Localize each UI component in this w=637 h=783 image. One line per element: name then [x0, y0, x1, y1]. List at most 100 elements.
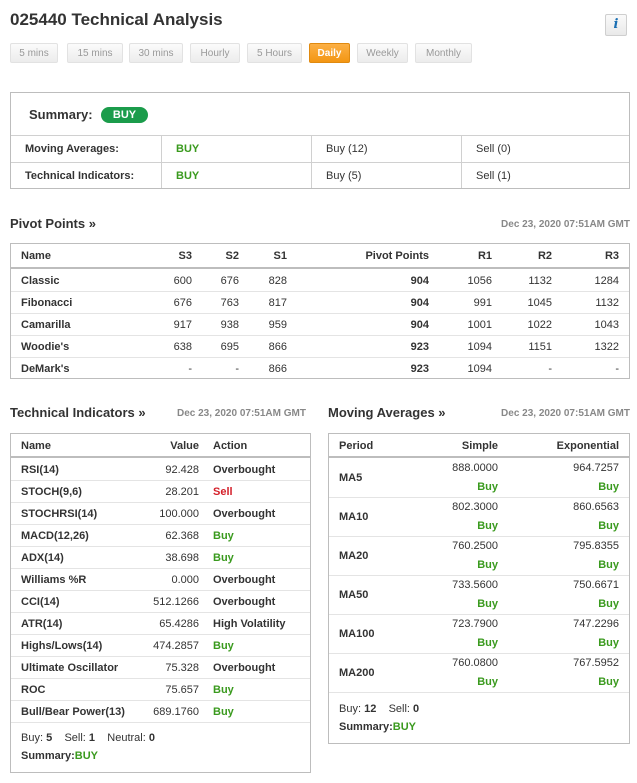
table-row: Classic 600 676 828 904 1056 1132 1284 — [11, 270, 629, 292]
indicator-action: Buy — [213, 706, 234, 718]
cell-s3: 676 — [173, 297, 192, 309]
indicator-name: STOCHRSI(14) — [21, 508, 98, 520]
cell-r2: - — [548, 363, 552, 375]
tab-15-mins[interactable]: 15 mins — [67, 43, 123, 63]
cell-s3: 600 — [173, 275, 192, 287]
buy-count-label: Buy: — [21, 732, 44, 744]
cell-r3: 1322 — [594, 341, 619, 353]
simple-value: 760.2500 — [452, 540, 498, 552]
moving-averages-link[interactable]: Moving Averages » — [328, 405, 446, 420]
summary-label: Summary: — [21, 750, 75, 762]
cell-r1: 1094 — [467, 341, 492, 353]
indicator-value: 512.1266 — [153, 596, 199, 608]
row-name: Fibonacci — [21, 297, 73, 309]
cell-r3: - — [615, 363, 619, 375]
indicator-value: 65.4286 — [159, 618, 199, 630]
cell-r1: 1094 — [467, 363, 492, 375]
summary-label: Summary: — [29, 107, 93, 122]
cell-s2: - — [235, 363, 239, 375]
simple-value: 733.5600 — [452, 579, 498, 591]
column-header: Action — [213, 440, 248, 452]
info-icon[interactable]: i — [605, 14, 627, 36]
cell-r3: 1043 — [594, 319, 619, 331]
row-name: Classic — [21, 275, 60, 287]
cell-s2: 763 — [220, 297, 239, 309]
cell-s3: - — [188, 363, 192, 375]
exponential-action: Buy — [598, 559, 619, 571]
buy-count: 12 — [364, 703, 377, 715]
cell-s1: 866 — [268, 363, 287, 375]
cell-r3: 1132 — [595, 297, 619, 309]
column-header: Exponential — [556, 440, 619, 452]
indicator-value: 689.1760 — [153, 706, 199, 718]
column-header: R1 — [477, 250, 492, 262]
buy-count-label: Buy: — [339, 703, 362, 715]
indicator-action: Sell — [213, 486, 233, 498]
cell-r1: 991 — [473, 297, 492, 309]
cell-s3: 917 — [173, 319, 192, 331]
simple-value: 888.0000 — [452, 462, 498, 474]
row-name: DeMark's — [21, 363, 70, 375]
indicator-name: Ultimate Oscillator — [21, 662, 119, 674]
cell-s1: 817 — [268, 297, 287, 309]
indicator-action: Overbought — [213, 596, 276, 608]
summary-row-technical-indicators: Technical Indicators: BUY Buy (5) Sell (… — [11, 163, 629, 189]
moving-averages-summary: Summary:BUY — [339, 721, 416, 733]
summary-label: Summary: — [339, 721, 393, 733]
moving-averages-table: Period Simple Exponential MA5 888.0000 B… — [328, 433, 630, 744]
period: MA200 — [339, 667, 375, 679]
table-header: Period Simple Exponential — [329, 434, 629, 458]
indicator-action: Buy — [213, 640, 234, 652]
pivot-points-table: Name S3 S2 S1 Pivot Points R1 R2 R3 Clas… — [10, 243, 630, 379]
moving-averages-counts: Buy: 12 Sell: 0 — [339, 703, 419, 715]
indicator-value: 62.368 — [165, 530, 199, 542]
tab-5-mins[interactable]: 5 mins — [10, 43, 58, 63]
exponential-action: Buy — [598, 676, 619, 688]
divider — [11, 162, 629, 163]
table-row: Ultimate Oscillator 75.328 Overbought — [11, 657, 310, 679]
table-row: Bull/Bear Power(13) 689.1760 Buy — [11, 701, 310, 723]
table-row: MACD(12,26) 62.368 Buy — [11, 525, 310, 547]
summary-row-buy: Buy (12) — [326, 143, 368, 155]
simple-action: Buy — [477, 676, 498, 688]
cell-r2: 1045 — [527, 297, 552, 309]
indicator-value: 474.2857 — [153, 640, 199, 652]
tab-daily[interactable]: Daily — [309, 43, 350, 63]
simple-action: Buy — [477, 559, 498, 571]
indicator-action: Overbought — [213, 508, 276, 520]
cell-r2: 1151 — [528, 341, 552, 353]
tab-5-hours[interactable]: 5 Hours — [247, 43, 302, 63]
buy-count: 5 — [46, 732, 53, 744]
pivot-points-link[interactable]: Pivot Points » — [10, 216, 96, 231]
simple-value: 760.0800 — [452, 657, 498, 669]
summary-badge: BUY — [101, 107, 148, 123]
tab-monthly[interactable]: Monthly — [415, 43, 472, 63]
period: MA100 — [339, 628, 375, 640]
indicator-name: ADX(14) — [21, 552, 64, 564]
exponential-value: 747.2296 — [573, 618, 619, 630]
table-row: Woodie's 638 695 866 923 1094 1151 1322 — [11, 336, 629, 358]
summary-row-buy: Buy (5) — [326, 170, 362, 182]
indicator-value: 92.428 — [165, 464, 199, 476]
pivot-points-date: Dec 23, 2020 07:51AM GMT — [501, 219, 630, 230]
cell-s2: 676 — [220, 275, 239, 287]
tab-30-mins[interactable]: 30 mins — [129, 43, 183, 63]
indicator-value: 0.000 — [171, 574, 199, 586]
table-row: MA20 760.2500 Buy 795.8355 Buy — [329, 537, 629, 576]
indicator-action: Overbought — [213, 574, 276, 586]
technical-indicators-link[interactable]: Technical Indicators » — [10, 405, 146, 420]
row-name: Woodie's — [21, 341, 70, 353]
table-row: ATR(14) 65.4286 High Volatility — [11, 613, 310, 635]
tab-hourly[interactable]: Hourly — [190, 43, 240, 63]
table-row: MA200 760.0800 Buy 767.5952 Buy — [329, 654, 629, 693]
technical-indicators-table: Name Value Action RSI(14) 92.428 Overbou… — [10, 433, 311, 773]
sell-count-label: Sell: — [64, 732, 86, 744]
exponential-action: Buy — [598, 637, 619, 649]
cell-r2: 1132 — [528, 275, 552, 287]
indicator-action: Overbought — [213, 662, 276, 674]
page-title: 025440 Technical Analysis — [10, 10, 223, 29]
table-row: ADX(14) 38.698 Buy — [11, 547, 310, 569]
tab-weekly[interactable]: Weekly — [357, 43, 408, 63]
divider — [461, 136, 462, 188]
column-header: R2 — [537, 250, 552, 262]
